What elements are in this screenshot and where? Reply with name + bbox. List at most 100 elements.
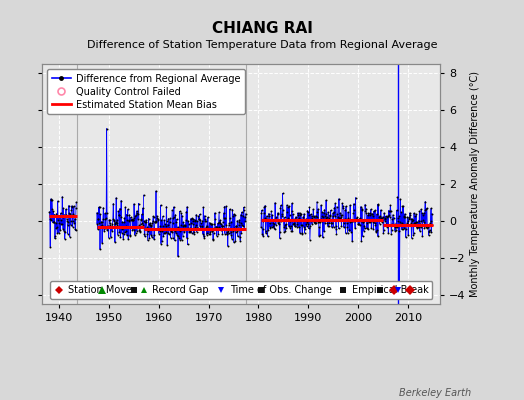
Point <box>399 213 408 220</box>
Point <box>134 211 143 218</box>
Point <box>353 214 362 221</box>
Point <box>394 218 402 224</box>
Point <box>146 222 154 228</box>
Point <box>111 239 119 246</box>
Point <box>347 218 356 224</box>
Point <box>144 227 152 234</box>
Point <box>133 210 141 216</box>
Point <box>112 219 120 225</box>
Point <box>313 199 321 205</box>
Point <box>383 222 391 229</box>
Point <box>102 225 110 231</box>
Point <box>137 216 145 222</box>
Point <box>327 220 335 226</box>
Point <box>64 202 73 209</box>
Point <box>200 232 208 239</box>
Point <box>401 210 409 217</box>
Point <box>199 231 207 237</box>
Point <box>292 216 300 223</box>
Point <box>49 219 58 226</box>
Point <box>176 227 184 234</box>
Point <box>49 219 57 226</box>
Point <box>141 219 149 225</box>
Point <box>219 219 227 225</box>
Point <box>384 230 392 236</box>
Point <box>152 188 160 194</box>
Point <box>366 212 374 218</box>
Point <box>131 213 139 219</box>
Point <box>356 215 364 221</box>
Point <box>221 230 229 237</box>
Point <box>94 216 103 222</box>
Point <box>107 224 115 230</box>
Point <box>417 224 425 230</box>
Point <box>272 222 280 228</box>
Point <box>335 196 343 202</box>
Point <box>221 215 230 222</box>
Point <box>94 226 102 232</box>
Point <box>412 224 421 231</box>
Point <box>355 216 363 222</box>
Point <box>392 207 401 214</box>
Point <box>127 216 135 223</box>
Point <box>367 211 376 217</box>
Point <box>45 208 53 215</box>
Point <box>323 220 332 226</box>
Point <box>326 207 335 214</box>
Point <box>140 233 149 240</box>
Point <box>92 220 101 227</box>
Point <box>283 208 291 215</box>
Point <box>204 225 212 231</box>
Point <box>359 219 367 225</box>
Point <box>257 224 265 230</box>
Point <box>411 219 420 226</box>
Point <box>410 220 419 226</box>
Point <box>333 210 342 217</box>
Point <box>213 224 221 230</box>
Point <box>301 226 310 232</box>
Point <box>113 220 122 226</box>
Point <box>264 217 272 223</box>
Point <box>320 206 329 213</box>
Point <box>213 226 222 232</box>
Point <box>293 221 302 227</box>
Point <box>288 228 297 234</box>
Point <box>66 210 74 217</box>
Point <box>217 223 226 230</box>
Point <box>276 204 285 211</box>
Point <box>348 216 357 223</box>
Point <box>291 223 300 229</box>
Point <box>403 220 411 227</box>
Point <box>70 203 78 210</box>
Point <box>361 225 369 232</box>
Point <box>241 214 249 221</box>
Point <box>50 211 59 218</box>
Point <box>241 217 249 224</box>
Point <box>156 202 165 208</box>
Point <box>150 218 159 225</box>
Point <box>118 218 127 225</box>
Point <box>104 234 113 241</box>
Point <box>211 210 219 216</box>
Point <box>352 215 360 222</box>
Point <box>303 221 312 227</box>
Point <box>342 217 351 224</box>
Point <box>102 214 111 221</box>
Point <box>377 215 386 221</box>
Point <box>140 231 149 238</box>
Point <box>171 228 179 234</box>
Point <box>389 222 398 228</box>
Point <box>340 224 348 230</box>
Point <box>399 225 407 232</box>
Point <box>320 228 328 234</box>
Point <box>218 222 226 229</box>
Point <box>190 231 198 237</box>
Point <box>178 212 187 219</box>
Point <box>302 216 310 222</box>
Point <box>149 214 158 220</box>
Point <box>61 236 69 242</box>
Point <box>400 214 409 220</box>
Point <box>423 224 431 231</box>
Point <box>265 213 274 219</box>
Point <box>210 225 219 232</box>
